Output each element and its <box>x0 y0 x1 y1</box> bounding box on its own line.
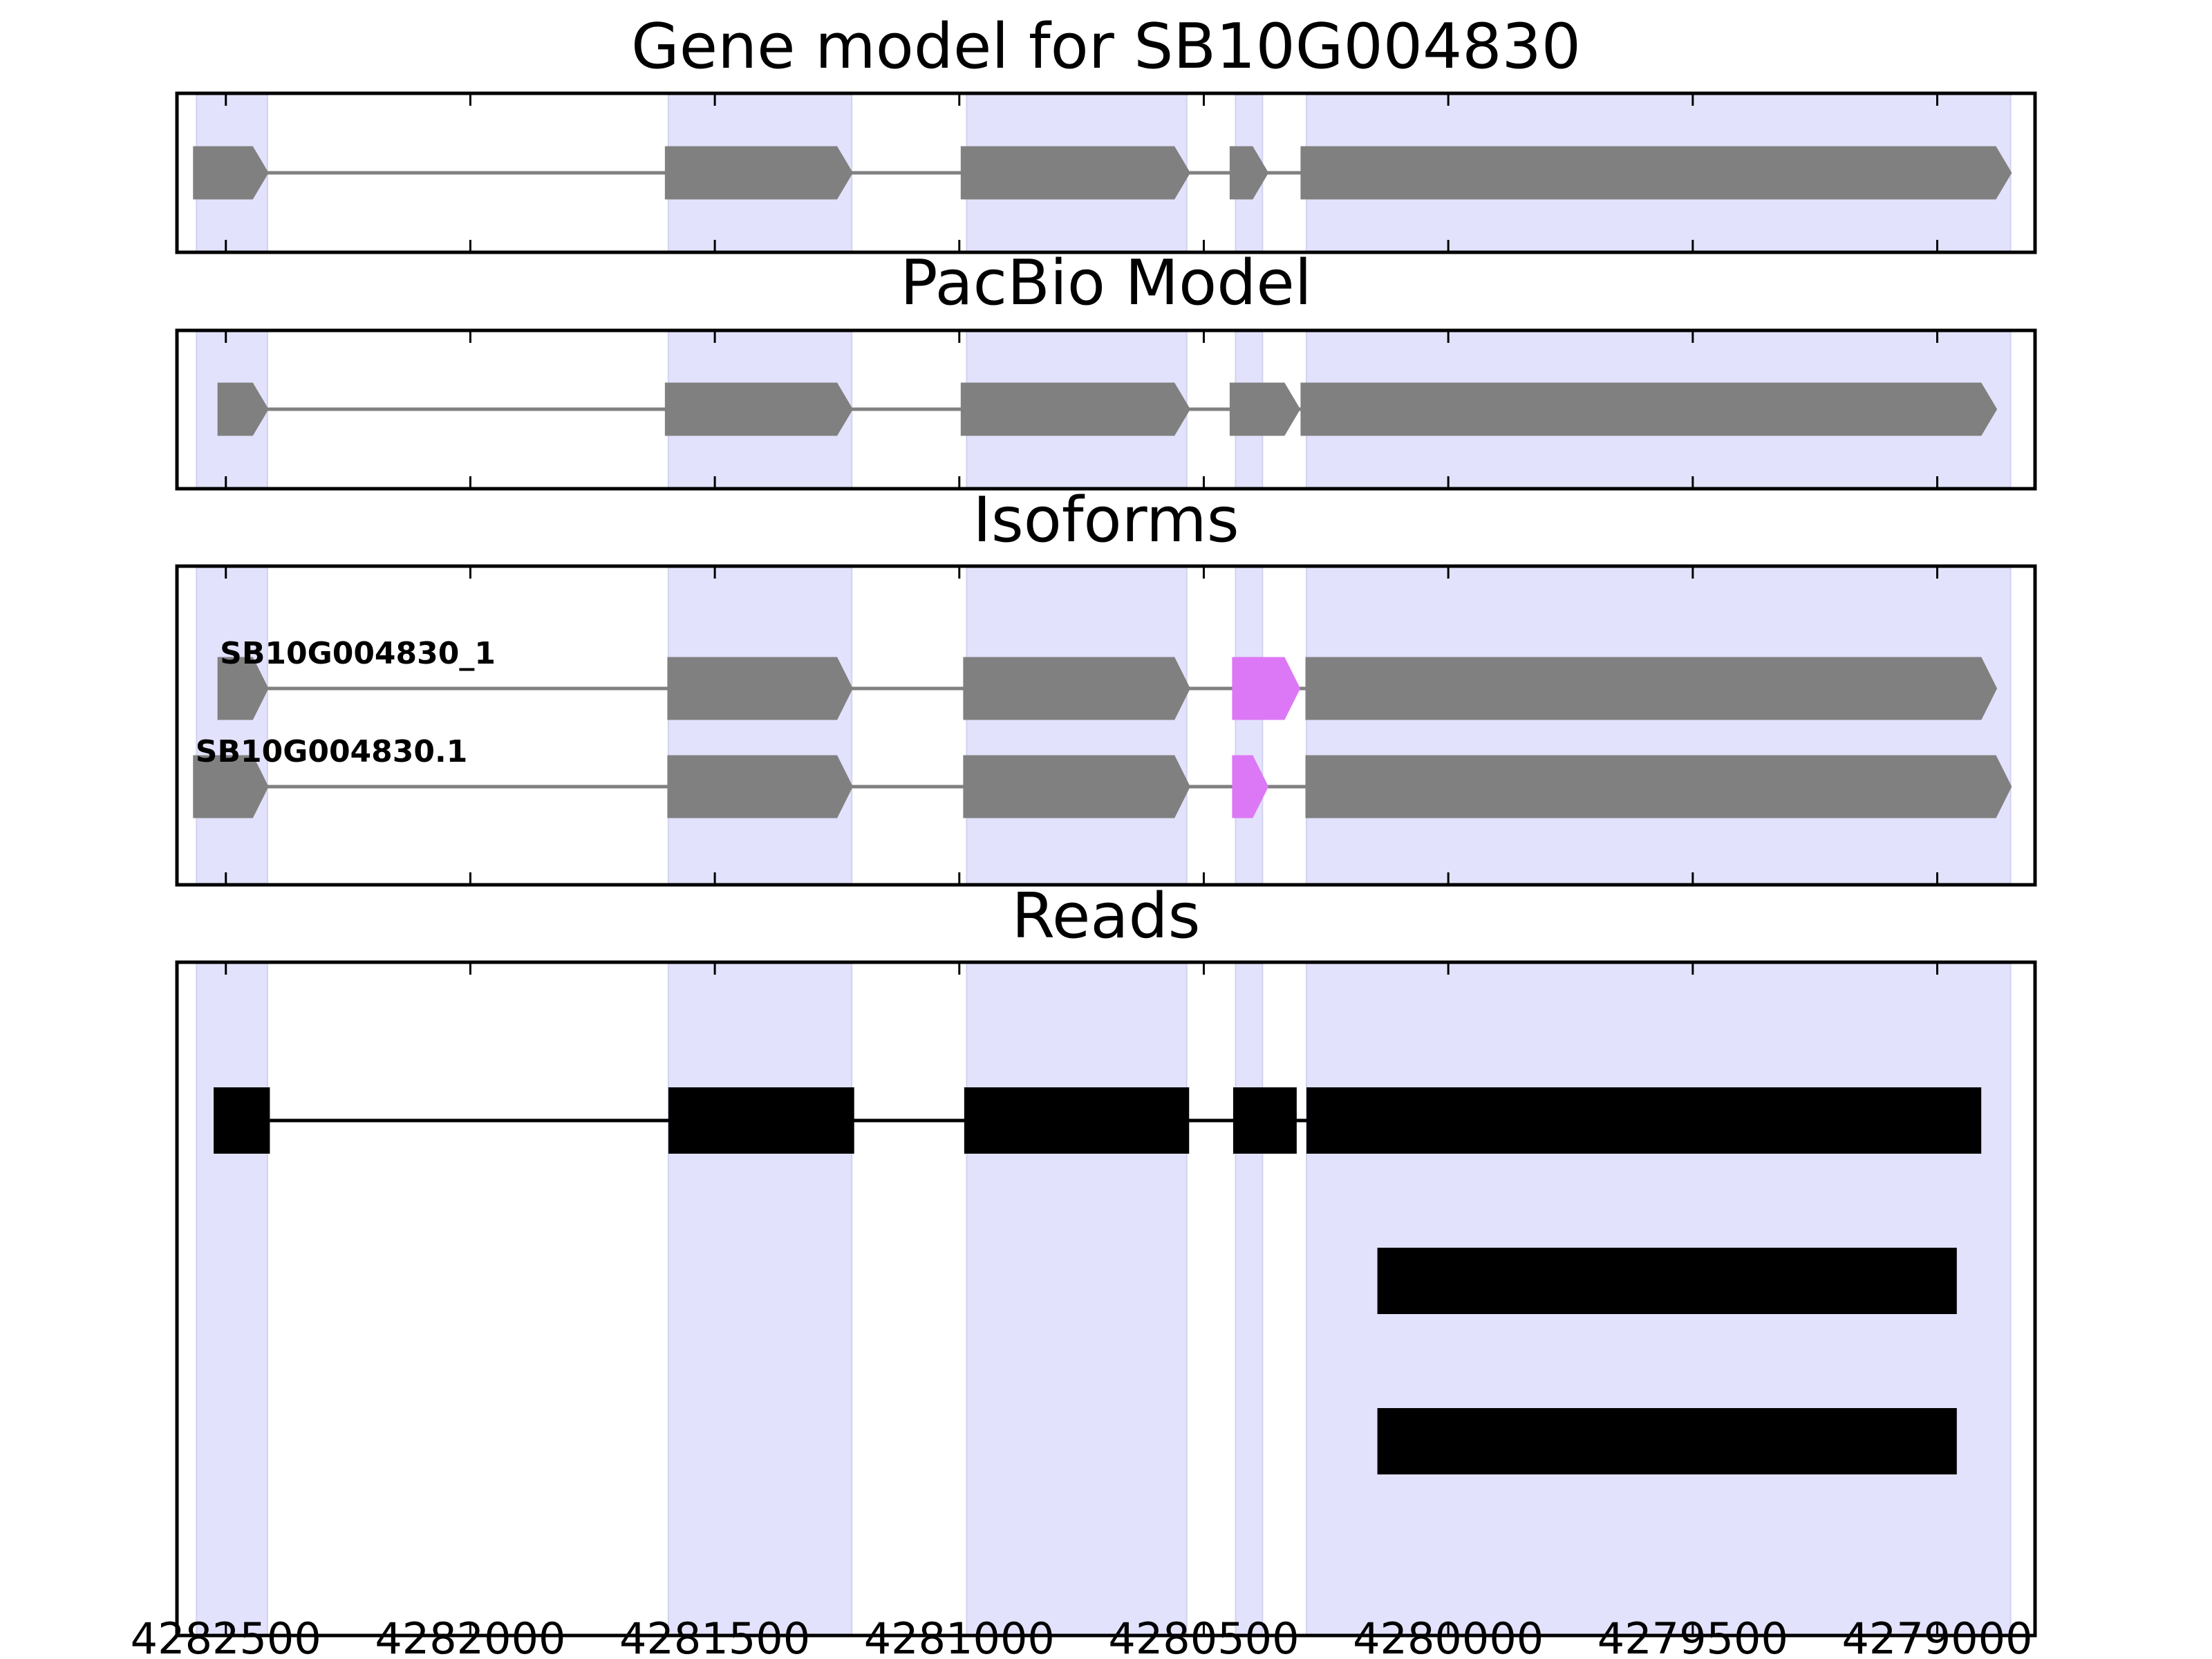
x-axis-tick-label: 4280000 <box>1353 1613 1544 1659</box>
x-axis-tick-label: 4281000 <box>864 1613 1055 1659</box>
exon-highlight-band <box>196 565 268 885</box>
x-axis-tick-label: 4279500 <box>1597 1613 1788 1659</box>
exon-feature <box>1229 146 1269 200</box>
exon-feature <box>193 146 269 200</box>
panel-frame <box>175 91 2037 254</box>
exon-feature <box>1300 146 2012 200</box>
exon-feature <box>1305 755 2012 818</box>
exon-feature <box>960 146 1190 200</box>
exon-feature <box>963 657 1190 720</box>
exon-highlight-band <box>1306 565 2012 885</box>
isoform-label: SB10G004830_1 <box>220 636 496 671</box>
read-block <box>1377 1408 1957 1474</box>
pacbio-model-title: PacBio Model <box>900 247 1312 319</box>
exon-feature <box>1300 382 1998 436</box>
isoforms-panel: Isoforms SB10G004830_1 SB10G004830.1 <box>175 484 2037 887</box>
exon-highlight-band <box>667 565 853 885</box>
gene-model-panel: Gene model for SB10G004830 <box>175 10 2037 254</box>
read-block <box>1232 1087 1297 1154</box>
x-axis-tick-labels: 4282500 4282000 4281500 4281000 4280500 42800… <box>131 1613 2033 1659</box>
read-block <box>214 1087 270 1154</box>
x-axis-tick-label: 4281500 <box>619 1613 810 1659</box>
x-axis-tick-label: 4282500 <box>131 1613 321 1659</box>
isoform-label: SB10G004830.1 <box>196 734 468 769</box>
exon-feature <box>960 382 1190 436</box>
exon-highlight-band <box>1235 962 1264 1636</box>
exon-highlight-band <box>1235 565 1264 885</box>
panel-frame <box>175 960 2037 1638</box>
exon-highlight-band <box>667 962 853 1636</box>
variant-exon <box>1232 755 1269 818</box>
exon-feature <box>217 657 269 720</box>
exon-feature <box>1229 382 1301 436</box>
reads-panel: Reads <box>175 880 2037 1638</box>
exon-feature <box>667 755 853 818</box>
read-block <box>1377 1248 1957 1314</box>
read-block <box>1306 1087 1982 1154</box>
panel-frame <box>175 328 2037 491</box>
panel-frame <box>175 564 2037 887</box>
variant-exon <box>1232 657 1301 720</box>
exon-feature <box>1305 657 1998 720</box>
gene-model-title: Gene model for SB10G004830 <box>631 10 1581 83</box>
exon-feature <box>217 382 269 436</box>
x-axis-tick-label: 4282000 <box>375 1613 565 1659</box>
isoforms-title: Isoforms <box>973 484 1239 556</box>
exon-highlight-band <box>966 962 1188 1636</box>
reads-title: Reads <box>1011 880 1200 953</box>
x-axis-tick-label: 4280500 <box>1108 1613 1299 1659</box>
exon-feature <box>667 657 853 720</box>
read-block <box>964 1087 1190 1154</box>
exon-feature <box>193 755 269 818</box>
exon-highlight-band <box>966 565 1188 885</box>
pacbio-model-panel: PacBio Model <box>175 247 2037 491</box>
exon-feature <box>664 146 853 200</box>
exon-feature <box>963 755 1190 818</box>
exon-highlight-band <box>196 962 268 1636</box>
exon-feature <box>664 382 853 436</box>
read-block <box>668 1087 854 1154</box>
x-axis-tick-label: 4279000 <box>1841 1613 2032 1659</box>
